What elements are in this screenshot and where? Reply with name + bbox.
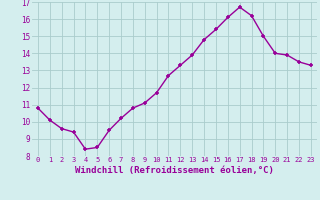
X-axis label: Windchill (Refroidissement éolien,°C): Windchill (Refroidissement éolien,°C) [75, 166, 274, 175]
